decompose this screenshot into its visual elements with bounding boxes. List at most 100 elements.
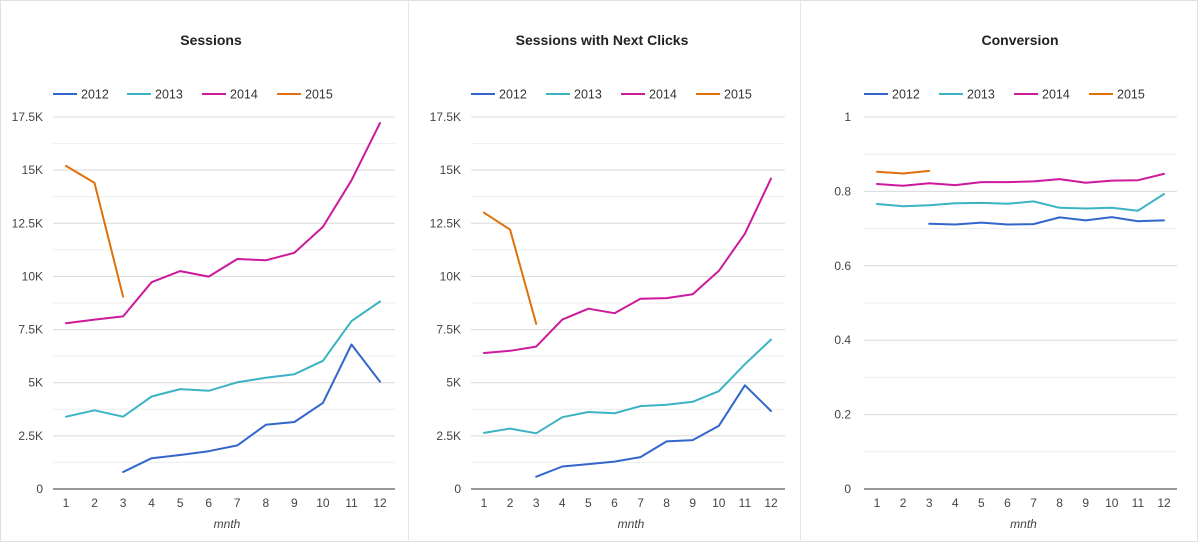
x-axis-label: mnth: [618, 517, 645, 531]
legend-label: 2012: [499, 88, 527, 102]
y-tick-label: 7.5K: [18, 323, 43, 337]
y-tick-label: 12.5K: [12, 216, 43, 230]
x-tick-label: 9: [1082, 496, 1089, 510]
legend-label: 2012: [892, 88, 920, 102]
x-tick-label: 12: [1157, 496, 1171, 510]
y-tick-label: 10K: [440, 269, 461, 283]
x-tick-label: 5: [585, 496, 592, 510]
x-tick-label: 6: [1004, 496, 1011, 510]
legend-item-2012[interactable]: 2012: [864, 88, 920, 102]
legend-item-2014[interactable]: 2014: [1014, 88, 1070, 102]
x-tick-label: 7: [234, 496, 241, 510]
x-axis-label: mnth: [1010, 517, 1037, 531]
x-tick-label: 4: [559, 496, 566, 510]
series-line-2013: [65, 300, 381, 418]
x-tick-label: 5: [177, 496, 184, 510]
x-tick-label: 3: [533, 496, 540, 510]
y-tick-label: 0.2: [834, 408, 851, 422]
x-tick-label: 1: [63, 496, 70, 510]
y-tick-label: 1: [844, 110, 851, 124]
y-tick-label: 2.5K: [436, 429, 461, 443]
legend-label: 2014: [1042, 88, 1070, 102]
series-line-2015: [65, 164, 125, 298]
series-line-2013: [876, 193, 1165, 212]
legend-item-2015[interactable]: 2015: [696, 88, 752, 102]
x-tick-label: 7: [637, 496, 644, 510]
legend-label: 2013: [155, 88, 183, 102]
legend-label: 2012: [81, 88, 109, 102]
x-tick-label: 3: [926, 496, 933, 510]
legend-label: 2013: [967, 88, 995, 102]
x-tick-label: 6: [205, 496, 212, 510]
y-tick-label: 7.5K: [436, 323, 461, 337]
x-tick-label: 1: [481, 496, 488, 510]
x-tick-label: 12: [764, 496, 778, 510]
chart-title: Sessions: [180, 32, 242, 48]
legend-item-2013[interactable]: 2013: [939, 88, 995, 102]
y-tick-label: 2.5K: [18, 429, 43, 443]
legend-item-2015[interactable]: 2015: [277, 88, 333, 102]
legend-item-2014[interactable]: 2014: [621, 88, 677, 102]
panel-divider: [800, 0, 801, 542]
y-tick-label: 0: [454, 482, 461, 496]
legend-label: 2014: [230, 88, 258, 102]
x-tick-label: 6: [611, 496, 618, 510]
y-tick-label: 0: [36, 482, 43, 496]
x-tick-label: 11: [345, 496, 358, 510]
x-tick-label: 9: [291, 496, 298, 510]
series-line-2015: [483, 211, 538, 325]
legend-item-2015[interactable]: 2015: [1089, 88, 1145, 102]
x-tick-label: 1: [874, 496, 881, 510]
y-tick-label: 15K: [22, 163, 43, 177]
y-tick-label: 17.5K: [430, 110, 461, 124]
x-tick-label: 12: [373, 496, 387, 510]
x-tick-label: 11: [1132, 496, 1145, 510]
x-tick-label: 4: [148, 496, 155, 510]
y-tick-label: 0: [844, 482, 851, 496]
y-tick-label: 5K: [446, 376, 461, 390]
legend-label: 2014: [649, 88, 677, 102]
x-tick-label: 10: [712, 496, 726, 510]
series-line-2012: [928, 216, 1165, 226]
x-tick-label: 11: [739, 496, 752, 510]
chart-title: Conversion: [981, 32, 1058, 48]
series-line-2012: [535, 384, 772, 478]
x-tick-label: 4: [952, 496, 959, 510]
x-axis-label: mnth: [214, 517, 241, 531]
legend-item-2013[interactable]: 2013: [127, 88, 183, 102]
x-tick-label: 8: [1056, 496, 1063, 510]
x-tick-label: 9: [689, 496, 696, 510]
legend-label: 2013: [574, 88, 602, 102]
y-tick-label: 12.5K: [430, 216, 461, 230]
legend-label: 2015: [724, 88, 752, 102]
legend-item-2014[interactable]: 2014: [202, 88, 258, 102]
y-tick-label: 17.5K: [12, 110, 43, 124]
y-tick-label: 0.8: [834, 184, 851, 198]
series-line-2015: [876, 169, 931, 175]
legend-label: 2015: [1117, 88, 1145, 102]
x-tick-label: 8: [262, 496, 269, 510]
series-line-2014: [65, 122, 381, 325]
y-tick-label: 5K: [28, 376, 43, 390]
chart-panel-2: Sessions with Next Clicks 0 2.5K 5K 7.5K 10K 1…: [430, 32, 785, 531]
x-tick-label: 2: [91, 496, 98, 510]
chart-title: Sessions with Next Clicks: [516, 32, 689, 48]
x-tick-label: 7: [1030, 496, 1037, 510]
legend-item-2013[interactable]: 2013: [546, 88, 602, 102]
y-tick-label: 15K: [440, 163, 461, 177]
x-tick-label: 2: [900, 496, 907, 510]
series-line-2013: [483, 338, 772, 435]
series-line-2012: [122, 343, 381, 473]
x-tick-label: 2: [507, 496, 514, 510]
x-tick-label: 10: [316, 496, 330, 510]
legend-label: 2015: [305, 88, 333, 102]
y-tick-label: 10K: [22, 269, 43, 283]
legend-item-2012[interactable]: 2012: [471, 88, 527, 102]
series-line-2014: [483, 177, 772, 354]
x-tick-label: 10: [1105, 496, 1119, 510]
y-tick-label: 0.4: [834, 333, 851, 347]
legend-item-2012[interactable]: 2012: [53, 88, 109, 102]
